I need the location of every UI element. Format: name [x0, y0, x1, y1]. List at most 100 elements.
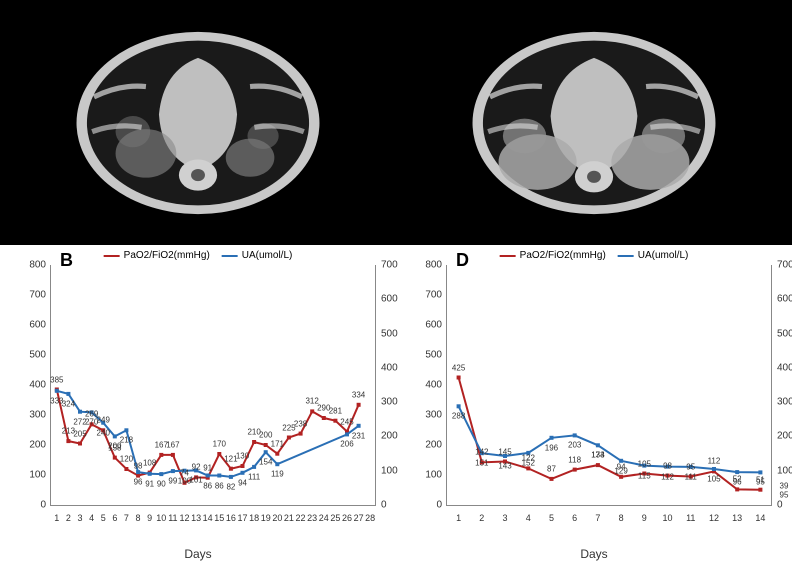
- x-tick: 7: [124, 513, 129, 523]
- data-point-label: 324: [62, 399, 75, 408]
- x-tick: 1: [54, 513, 59, 523]
- data-point-label: 171: [271, 439, 284, 448]
- y-right-tick: 300: [777, 397, 792, 408]
- series-marker: [712, 467, 716, 471]
- series-marker: [333, 419, 337, 423]
- series-marker: [241, 471, 245, 475]
- x-tick: 9: [642, 513, 647, 523]
- y-left-tick: 600: [11, 320, 46, 331]
- y-right-tick: 400: [777, 362, 792, 373]
- data-point-label: 95: [756, 478, 765, 487]
- x-tick: 5: [101, 513, 106, 523]
- series-marker: [66, 392, 70, 396]
- data-point-label: 205: [73, 429, 86, 438]
- series-marker: [596, 463, 600, 467]
- series-marker: [573, 468, 577, 472]
- x-tick: 18: [249, 513, 259, 523]
- data-point-label: 98: [663, 461, 672, 470]
- legend-label-ua-d: UA(umol/L): [638, 250, 689, 261]
- y-left-tick: 300: [11, 410, 46, 421]
- series-marker: [619, 475, 623, 479]
- legend-swatch-blue: [222, 255, 238, 257]
- data-point-label: 288: [452, 412, 465, 421]
- data-point-label: 167: [166, 440, 179, 449]
- y-left-tick: 300: [407, 410, 442, 421]
- series-marker: [113, 456, 117, 460]
- series-marker: [252, 440, 256, 444]
- y-left-tick: 0: [11, 500, 46, 511]
- data-point-label: 120: [120, 455, 133, 464]
- x-tick: 14: [755, 513, 765, 523]
- data-point-label: 86: [203, 481, 212, 490]
- chart-b-y-left: 0100200300400500600700800: [11, 265, 46, 505]
- series-marker: [287, 436, 291, 440]
- data-point-label: 87: [547, 464, 556, 473]
- y-left-tick: 100: [11, 470, 46, 481]
- panel-a: A: [0, 0, 396, 245]
- series-marker: [217, 474, 221, 478]
- x-tick: 14: [203, 513, 213, 523]
- series-marker: [217, 452, 221, 456]
- legend-swatch-red-d: [500, 255, 516, 257]
- series-marker: [275, 452, 279, 456]
- x-tick: 13: [191, 513, 201, 523]
- series-marker: [136, 470, 140, 474]
- chart-b-legend: PaO2/FiO2(mmHg) UA(umol/L): [104, 250, 293, 261]
- legend-label-ua: UA(umol/L): [242, 250, 293, 261]
- series-marker: [550, 477, 554, 481]
- data-point-label: 90: [157, 480, 166, 489]
- panel-c-label: C: [456, 2, 469, 23]
- data-point-label: 94: [238, 478, 247, 487]
- series-marker: [322, 416, 326, 420]
- x-tick: 16: [226, 513, 236, 523]
- data-point-label: 218: [120, 436, 133, 445]
- y-left-tick: 400: [11, 380, 46, 391]
- data-point-label: 231: [352, 431, 365, 440]
- x-tick: 7: [595, 513, 600, 523]
- legend-item-ua-d: UA(umol/L): [618, 250, 689, 261]
- data-point-label: 115: [638, 471, 651, 480]
- data-point-label: 200: [259, 431, 272, 440]
- y-left-tick: 800: [11, 260, 46, 271]
- data-point-label: 119: [271, 470, 284, 479]
- series-marker: [758, 488, 762, 492]
- series-marker: [229, 467, 233, 471]
- y-left-tick: 700: [407, 290, 442, 301]
- data-point-label: 91: [145, 479, 154, 488]
- series-marker: [275, 462, 279, 466]
- x-tick: 20: [272, 513, 282, 523]
- y-left-tick: 500: [407, 350, 442, 361]
- series-marker: [735, 487, 739, 491]
- data-point-label: 174: [591, 451, 604, 460]
- data-point-label: 92: [192, 463, 201, 472]
- x-tick: 10: [663, 513, 673, 523]
- data-point-label: 98: [134, 461, 143, 470]
- data-point-label: 82: [226, 482, 235, 491]
- x-tick: 17: [238, 513, 248, 523]
- series-marker: [735, 470, 739, 474]
- x-tick: 13: [732, 513, 742, 523]
- chart-b-xlabel: Days: [184, 547, 211, 561]
- data-point-label: 281: [329, 406, 342, 415]
- data-point-label: 145: [498, 447, 511, 456]
- chart-d-legend: PaO2/FiO2(mmHg) UA(umol/L): [500, 250, 689, 261]
- series-marker: [357, 403, 361, 407]
- data-point-label: 108: [143, 458, 156, 467]
- data-point-label: 96: [733, 478, 742, 487]
- y-left-tick: 500: [11, 350, 46, 361]
- series-marker: [78, 442, 82, 446]
- data-point-label: 129: [614, 466, 627, 475]
- legend-item-pao2: PaO2/FiO2(mmHg): [104, 250, 210, 261]
- ct-scan-svg-c: [426, 18, 763, 226]
- legend-swatch-blue-d: [618, 255, 634, 257]
- data-point-label: 142: [475, 448, 488, 457]
- end-label: 39: [780, 481, 789, 490]
- ct-scan-a: [0, 0, 396, 245]
- x-tick: 6: [572, 513, 577, 523]
- data-point-label: 334: [352, 390, 365, 399]
- data-point-label: 96: [134, 478, 143, 487]
- series-marker: [55, 389, 59, 393]
- panel-a-label: A: [60, 2, 73, 23]
- series-marker: [124, 467, 128, 471]
- series-marker: [206, 474, 210, 478]
